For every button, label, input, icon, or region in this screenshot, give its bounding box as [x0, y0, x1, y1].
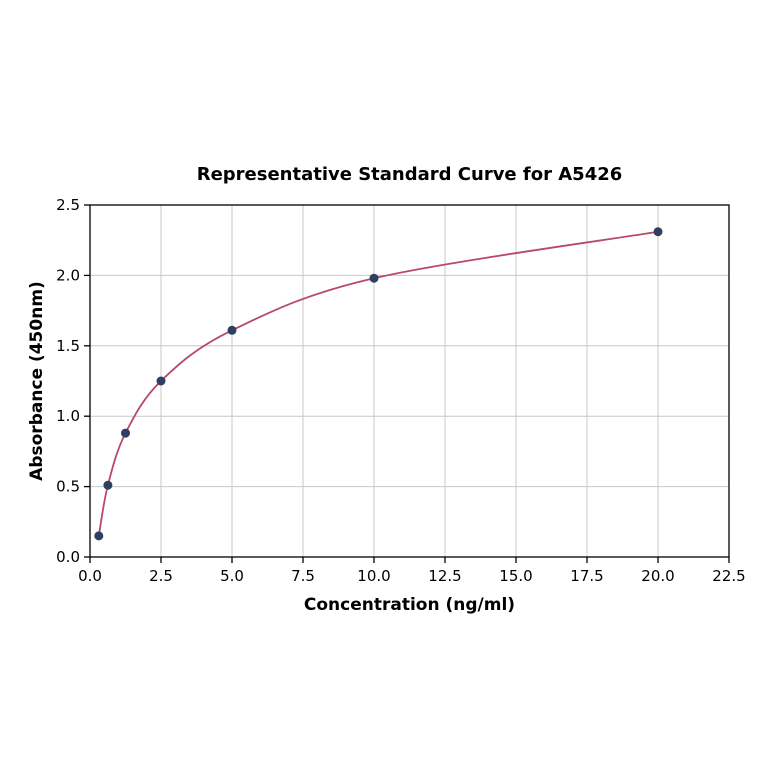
x-axis-label: Concentration (ng/ml)	[304, 595, 515, 615]
x-tick-label: 7.5	[291, 567, 315, 585]
x-tick-label: 17.5	[570, 567, 603, 585]
data-points-layer	[94, 227, 663, 541]
y-tick-label: 1.5	[56, 337, 80, 355]
x-tick-label: 0.0	[78, 567, 102, 585]
x-tick-label: 20.0	[641, 567, 674, 585]
x-tick-label: 10.0	[357, 567, 390, 585]
tick-label-layer: 0.0 2.5 5.0 7.5 10.0 12.5 15.0 17.5 20.0 22.5 0.0 0…	[56, 196, 746, 585]
x-tick-label: 2.5	[149, 567, 173, 585]
y-axis-label: Absorbance (450nm)	[27, 281, 47, 481]
y-tick-label: 2.5	[56, 196, 80, 214]
standard-curve-line	[97, 230, 659, 537]
x-tick-label: 12.5	[428, 567, 461, 585]
y-tick-label: 0.5	[56, 478, 80, 496]
y-tick-label: 1.0	[56, 407, 80, 425]
x-tick-label: 22.5	[712, 567, 745, 585]
data-point	[94, 531, 104, 541]
y-tick-label: 0.0	[56, 548, 80, 566]
data-point	[227, 325, 237, 335]
data-point	[653, 227, 663, 237]
x-tick-label: 15.0	[499, 567, 532, 585]
data-point	[121, 428, 130, 438]
plot-border	[89, 204, 730, 558]
data-point	[103, 480, 113, 490]
grid-layer	[89, 204, 730, 558]
data-point	[369, 273, 379, 283]
data-point	[156, 376, 166, 386]
x-tick-label: 5.0	[220, 567, 244, 585]
tick-layer	[84, 204, 730, 563]
y-tick-label: 2.0	[56, 266, 80, 284]
chart-title: Representative Standard Curve for A5426	[197, 164, 623, 185]
